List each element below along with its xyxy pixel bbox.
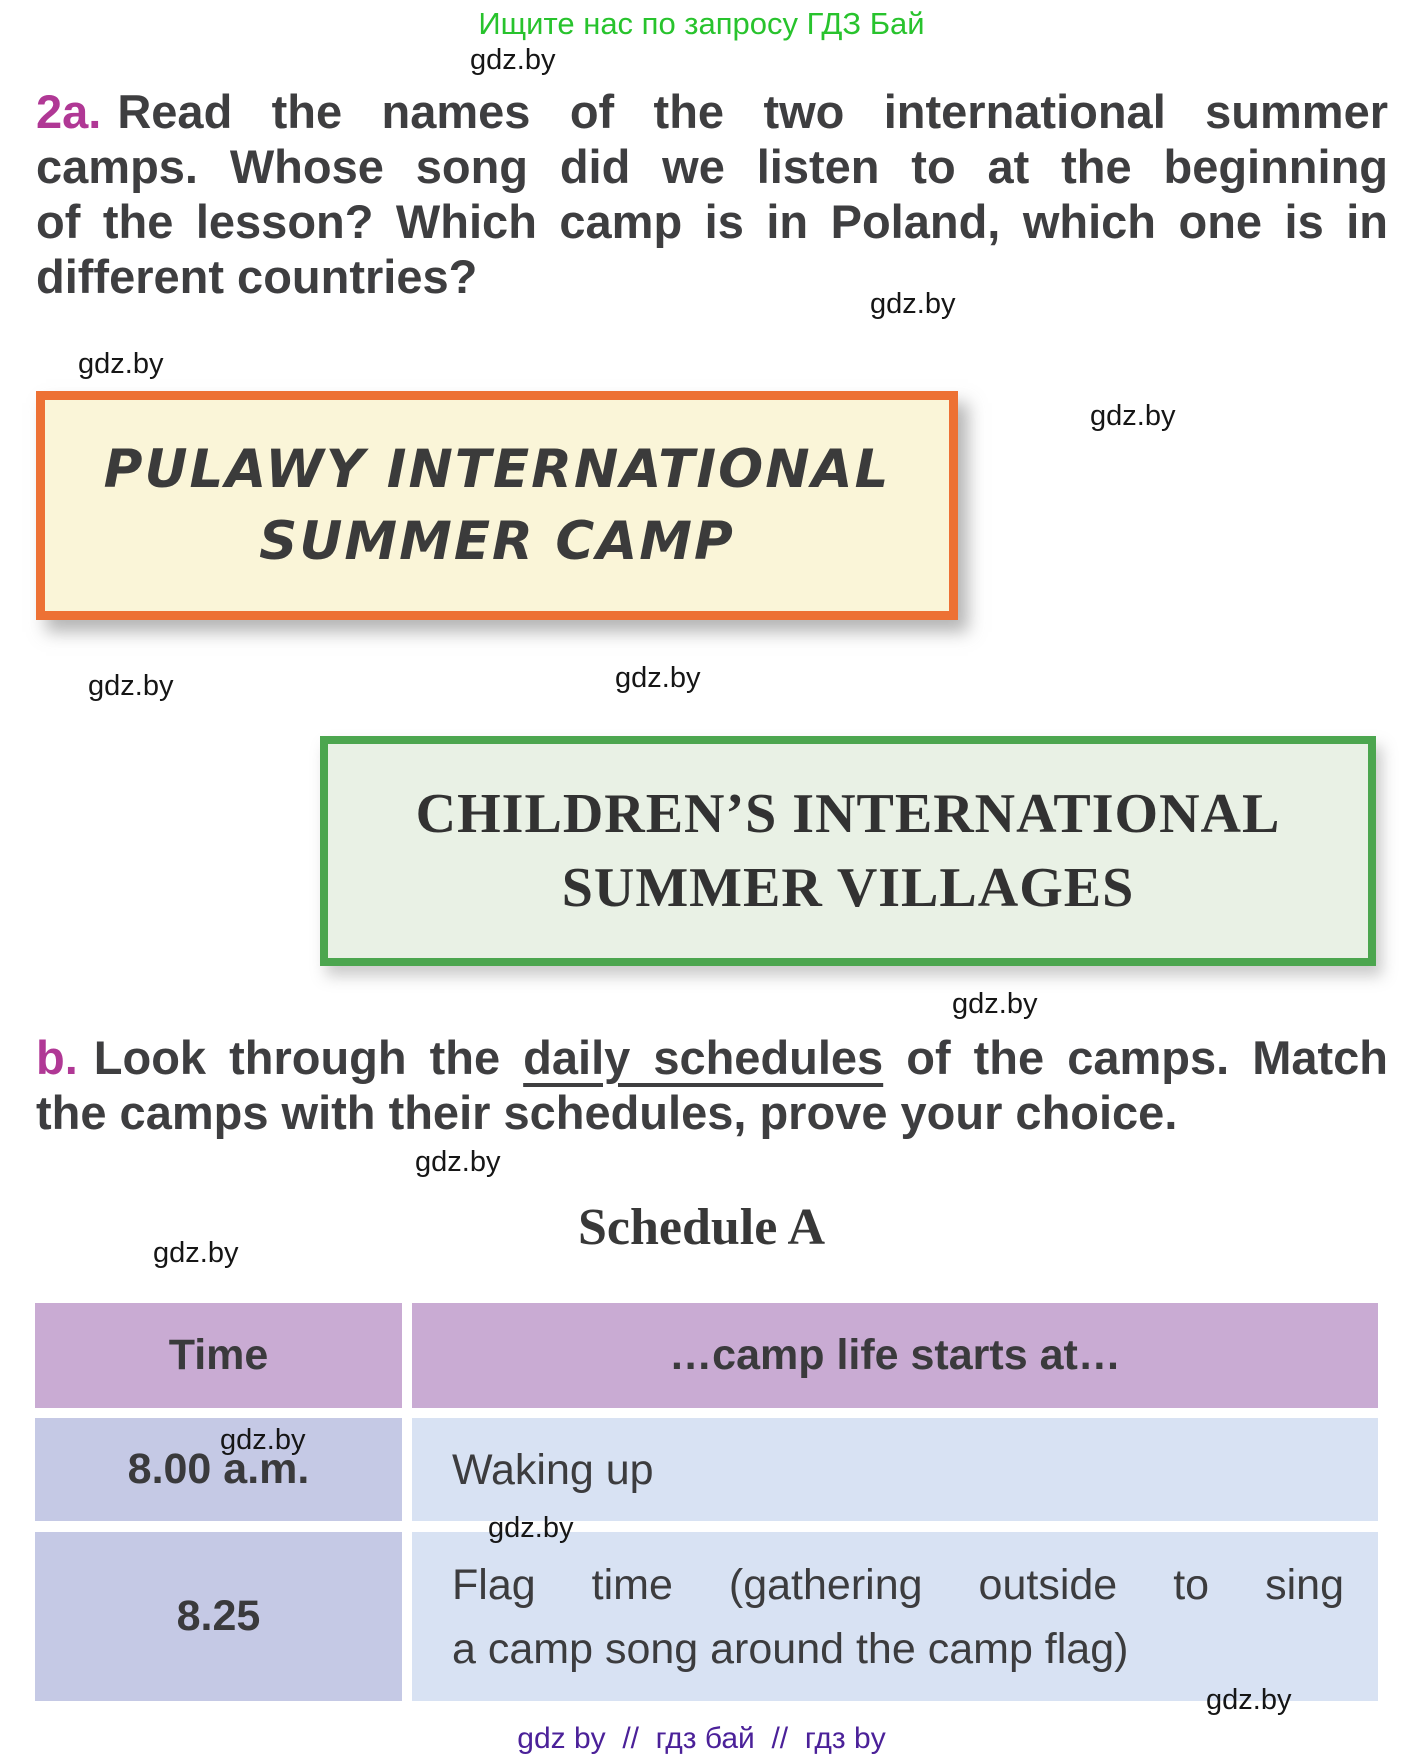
watermark-gdzby: gdz.by [88, 670, 174, 702]
table-row1-time-cell: 8.00 a.m. [35, 1418, 402, 1521]
table-header-time-label: Time [168, 1331, 269, 1379]
row1-time: 8.00 a.m. [127, 1445, 310, 1493]
task-2a-line4: different countries? [36, 250, 478, 303]
table-row2-time-cell: 8.25 [35, 1532, 402, 1701]
promo-banner: Ищите нас по запросу ГДЗ Бай [478, 6, 925, 41]
table-row2-activity-cell: Flag time (gathering outside to sing a c… [412, 1532, 1378, 1701]
row2-activity: Flag time (gathering outside to sing a c… [412, 1553, 1378, 1681]
camp-name-cisv-line1: CHILDREN’S INTERNATIONAL [415, 783, 1281, 845]
camp-name-pulawy-line1: PULAWY INTERNATIONAL [103, 438, 891, 500]
task-b-line2: the camps with their schedules, prove yo… [36, 1086, 1178, 1139]
row2-activity-line1: Flag time (gathering outside to sing [452, 1560, 1344, 1609]
task-2a-label: 2a. [36, 85, 102, 138]
watermark-gdzby: gdz.by [1206, 1684, 1292, 1716]
row1-activity: Waking up [452, 1445, 654, 1494]
watermark-gdzby: gdz.by [870, 288, 956, 320]
camp-card-pulawy: PULAWY INTERNATIONAL SUMMER CAMP [36, 391, 958, 620]
watermark-gdzby: gdz.by [470, 44, 556, 76]
underlined-daily-schedules: daily schedules [523, 1031, 884, 1084]
task-b-label: b. [36, 1031, 78, 1084]
watermark-gdzby: gdz.by [615, 662, 701, 694]
task-2a-line1: 2a. Read the names of the two internation… [36, 85, 1388, 138]
task-2a-instruction: 2a. Read the names of the two internation… [36, 84, 1388, 304]
footer-watermark-line: gdz by // гдз бай // гдз by [517, 1722, 886, 1755]
table-header-time: Time [35, 1303, 402, 1408]
watermark-gdzby: gdz.by [488, 1512, 574, 1544]
camp-card-cisv: CHILDREN’S INTERNATIONAL SUMMER VILLAGES [320, 736, 1376, 966]
table-row1-activity-cell: Waking up [412, 1418, 1378, 1521]
camp-name-pulawy-line2: SUMMER CAMP [259, 510, 735, 572]
task-2a-line2: camps. Whose song did we listen to at th… [36, 140, 1388, 193]
task-b-instruction: b. Look through the daily schedules of th… [36, 1030, 1388, 1140]
row2-activity-line2: a camp song around the camp flag) [452, 1624, 1129, 1673]
camp-name-cisv: CHILDREN’S INTERNATIONAL SUMMER VILLAGES [416, 777, 1281, 925]
table-header-activity: …camp life starts at… [412, 1303, 1378, 1408]
camp-name-cisv-line2: SUMMER VILLAGES [561, 857, 1135, 919]
watermark-gdzby: gdz.by [78, 348, 164, 380]
camp-name-pulawy: PULAWY INTERNATIONAL SUMMER CAMP [104, 434, 891, 578]
task-2a-line3: of the lesson? Which camp is in Poland, … [36, 195, 1388, 248]
task-b-line1: b. Look through the daily schedules of th… [36, 1031, 1388, 1084]
watermark-gdzby: gdz.by [952, 988, 1038, 1020]
row2-time: 8.25 [176, 1592, 261, 1640]
watermark-gdzby: gdz.by [415, 1146, 501, 1178]
watermark-gdzby: gdz.by [153, 1237, 239, 1269]
watermark-gdzby: gdz.by [1090, 400, 1176, 432]
watermark-gdzby: gdz.by [220, 1424, 306, 1456]
schedule-title: Schedule A [577, 1199, 826, 1256]
table-header-activity-label: …camp life starts at… [669, 1331, 1121, 1379]
